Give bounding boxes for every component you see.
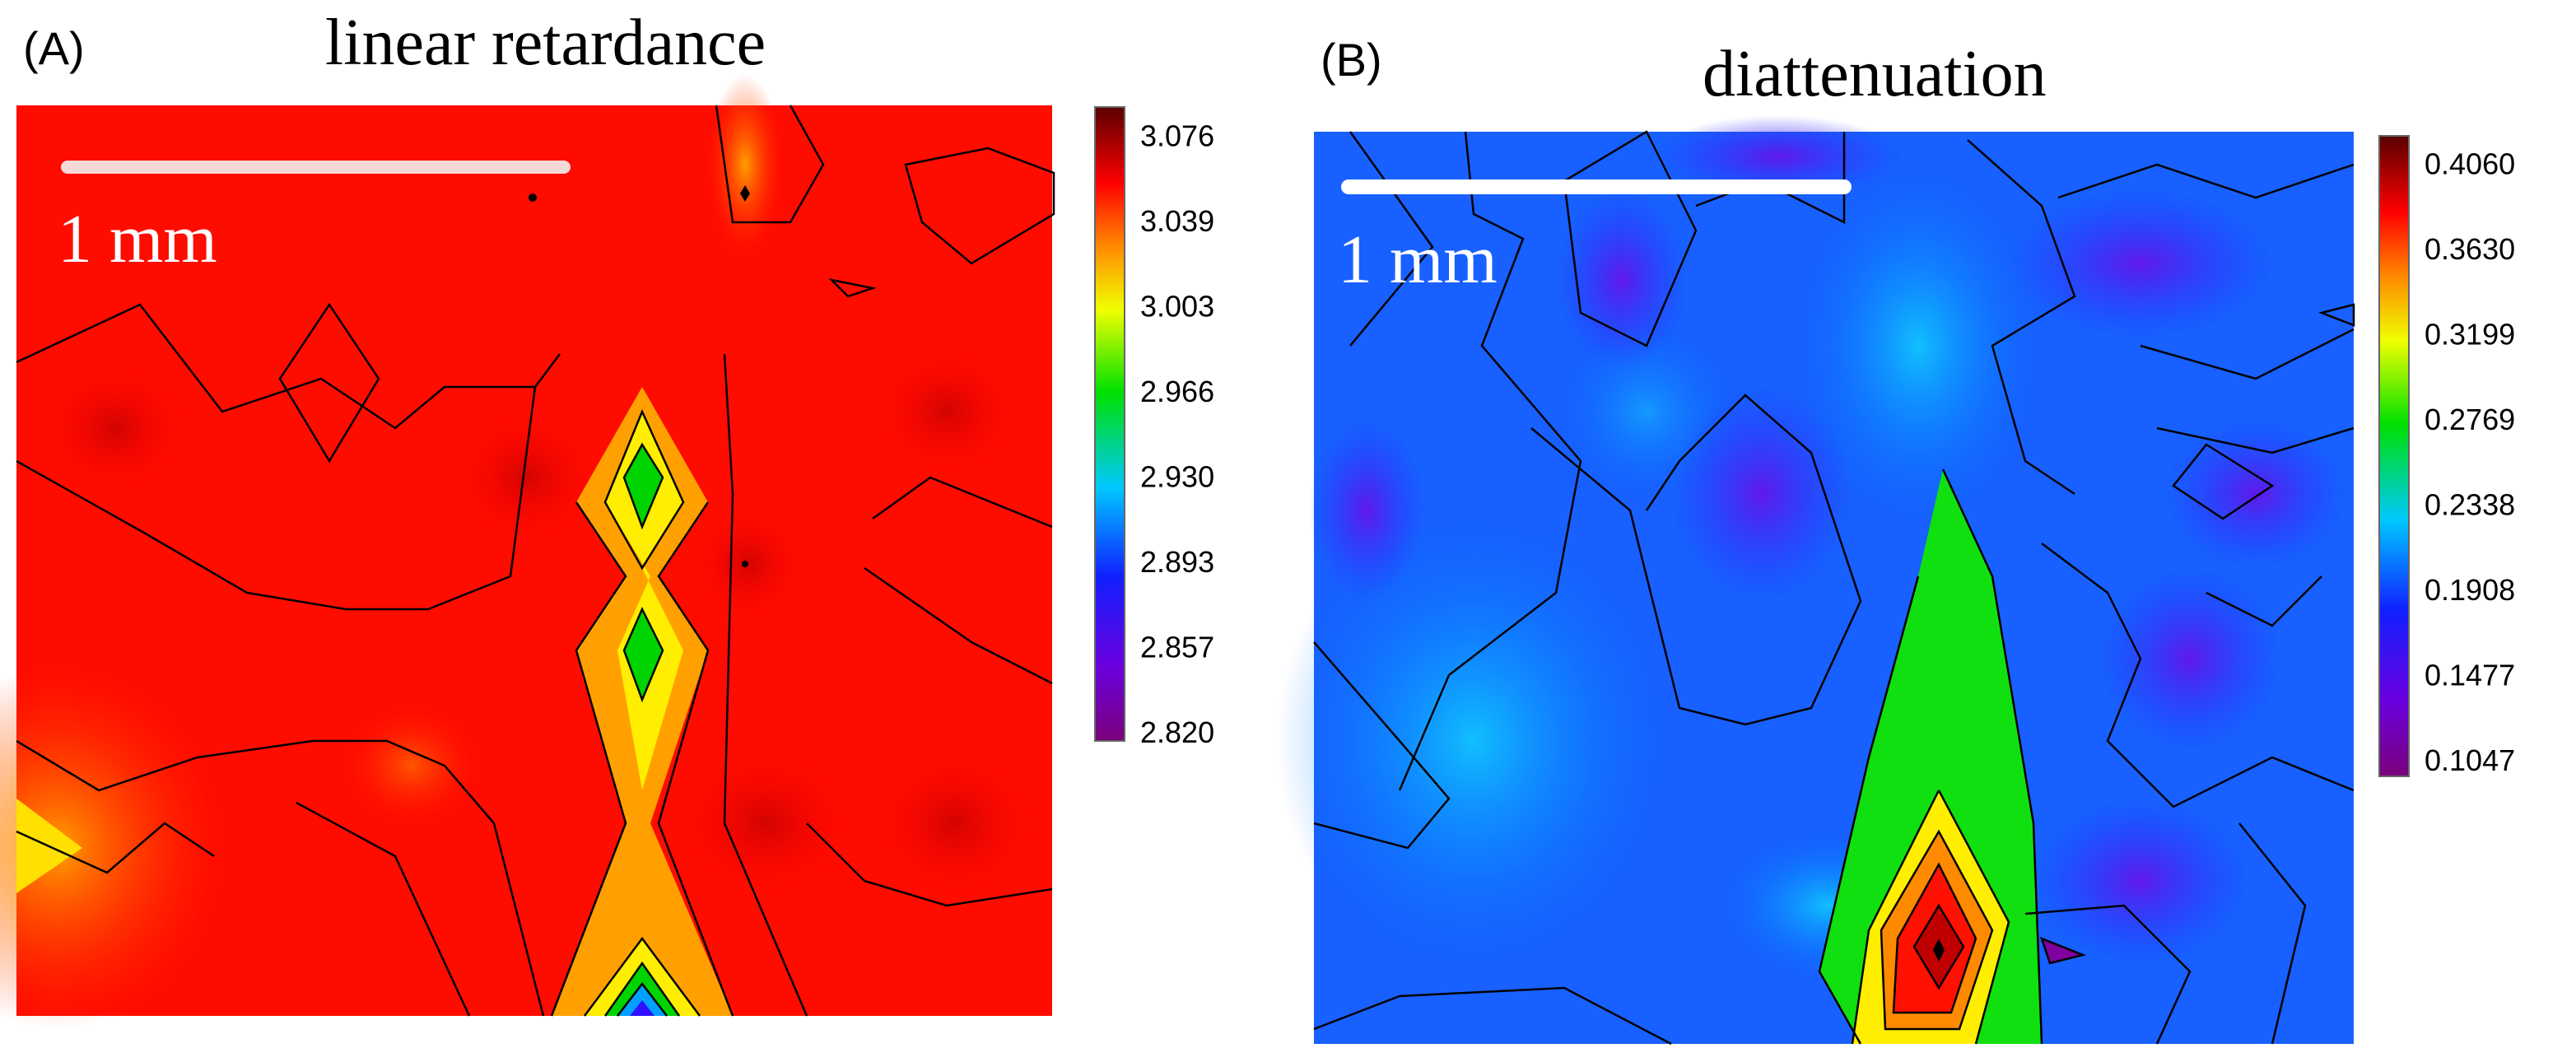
panel-b-dark-region bbox=[2033, 799, 2248, 963]
panel-b-heatmap bbox=[1276, 115, 2355, 1046]
panel-a-dark-spot bbox=[873, 346, 1021, 477]
panel-a-ridge bbox=[605, 412, 683, 790]
panel-a-peak-marker bbox=[529, 193, 537, 202]
colorbar-tick-label: 0.1047 bbox=[2425, 743, 2515, 777]
colorbar-tick-label: 0.2769 bbox=[2425, 403, 2515, 436]
panel-a-ridge bbox=[617, 984, 667, 1016]
panel-b-colorbar: 0.4060 0.3630 0.3199 0.2769 0.2338 0.1908 0.14… bbox=[2378, 135, 2515, 778]
colorbar-tick-label: 2.820 bbox=[1140, 715, 1214, 749]
panel-a-label: (A) bbox=[23, 22, 85, 74]
panel-a-scale-bar-label: 1 mm bbox=[58, 201, 217, 277]
panel-b-dark-region bbox=[1655, 115, 1902, 198]
panel-b-colorbar-ticks: 0.4060 0.3630 0.3199 0.2769 0.2338 0.1908 0.14… bbox=[2425, 147, 2515, 778]
colorbar-tick-label: 3.039 bbox=[1140, 204, 1214, 238]
colorbar-tick-label: 3.076 bbox=[1140, 119, 1214, 153]
panel-b-scale-bar-label: 1 mm bbox=[1338, 221, 1498, 298]
panel-a-colorbar: 3.076 3.039 3.003 2.966 2.930 2.893 2.857 2.820 bbox=[1094, 106, 1214, 750]
panel-a-colorbar-gradient bbox=[1094, 106, 1125, 742]
panel-a-contours bbox=[16, 105, 1055, 1017]
colorbar-tick-label: 3.003 bbox=[1140, 290, 1214, 324]
panel-a-dark-spot bbox=[692, 506, 807, 622]
colorbar-tick-label: 2.930 bbox=[1140, 460, 1214, 494]
colorbar-tick-label: 0.1908 bbox=[2425, 573, 2515, 607]
panel-b-label: (B) bbox=[1321, 34, 1382, 86]
panel-a: (A) linear retardance bbox=[0, 7, 1214, 1029]
panel-a-peak-marker bbox=[740, 185, 750, 202]
panel-b-dark-region bbox=[1671, 387, 1852, 601]
panel-a-peak-marker bbox=[742, 561, 748, 567]
colorbar-tick-label: 0.3630 bbox=[2425, 232, 2515, 266]
panel-a-ridge bbox=[630, 1000, 654, 1016]
panel-a-title: linear retardance bbox=[325, 7, 766, 79]
colorbar-tick-label: 0.4060 bbox=[2425, 147, 2515, 181]
panel-b-dark-region bbox=[2099, 568, 2280, 749]
panel-b-title: diattenuation bbox=[1703, 38, 2047, 110]
panel-a-colorbar-ticks: 3.076 3.039 3.003 2.966 2.930 2.893 2.857 2.820 bbox=[1140, 119, 1214, 750]
panel-b-light-region bbox=[1795, 165, 2042, 527]
panel-b-scale-bar: 1 mm bbox=[1338, 179, 1852, 298]
colorbar-tick-label: 2.857 bbox=[1140, 631, 1214, 664]
panel-a-scale-bar: 1 mm bbox=[58, 161, 571, 277]
panel-b-peak-marker bbox=[1933, 939, 1945, 962]
colorbar-tick-label: 2.966 bbox=[1140, 375, 1214, 408]
panel-a-warm-spot bbox=[346, 708, 477, 823]
panel-a-dark-spot bbox=[675, 749, 856, 897]
panel-a-dark-spot bbox=[41, 362, 189, 494]
panel-b-dark-region bbox=[2009, 189, 2272, 338]
panel-a-dark-spot bbox=[873, 749, 1037, 897]
colorbar-tick-label: 0.1477 bbox=[2425, 659, 2515, 692]
panel-a-dark-spot bbox=[453, 412, 601, 543]
panel-b-light-region bbox=[1276, 510, 1671, 971]
panel-a-heatmap bbox=[0, 74, 1055, 1029]
panel-a-warm-spot bbox=[0, 667, 222, 1029]
colorbar-tick-label: 2.893 bbox=[1140, 545, 1214, 579]
panel-b-dark-region bbox=[1309, 420, 1424, 601]
panel-b-colorbar-gradient bbox=[2378, 135, 2410, 777]
panel-a-ridge bbox=[624, 445, 663, 527]
panel-a-warm-spot bbox=[708, 74, 782, 255]
panel-b-dark-region bbox=[2165, 420, 2346, 568]
panel-b: (B) diattenuation bbox=[1276, 34, 2515, 1046]
panel-b-contours bbox=[1313, 130, 2355, 1046]
colorbar-tick-label: 0.3199 bbox=[2425, 318, 2515, 352]
colorbar-tick-label: 0.2338 bbox=[2425, 488, 2515, 522]
